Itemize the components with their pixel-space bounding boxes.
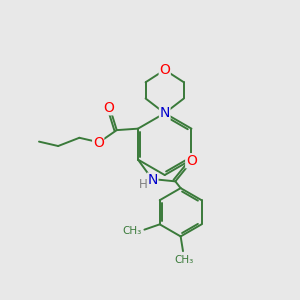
Text: N: N: [160, 106, 170, 120]
Text: O: O: [93, 136, 104, 150]
Text: O: O: [159, 63, 170, 77]
Text: H: H: [139, 178, 147, 191]
Text: CH₃: CH₃: [175, 255, 194, 265]
Text: CH₃: CH₃: [123, 226, 142, 236]
Text: N: N: [148, 173, 158, 187]
Text: O: O: [104, 101, 115, 115]
Text: O: O: [186, 154, 197, 168]
